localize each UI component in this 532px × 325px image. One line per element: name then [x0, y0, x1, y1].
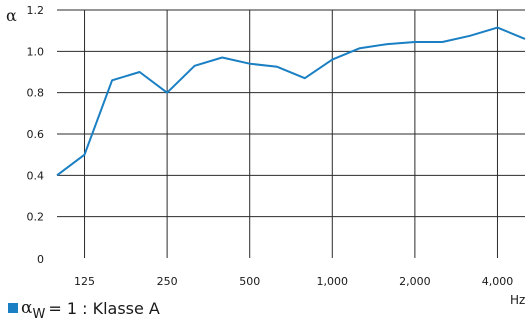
x-axis-ticks: 125 250 500 1,000 2,000 4,000 — [74, 275, 513, 288]
x-tick-label: 125 — [74, 275, 95, 288]
legend-symbol: α — [21, 298, 33, 318]
legend-subscript: W — [32, 306, 46, 322]
y-tick-label: 1.2 — [27, 4, 45, 17]
x-tick-label: 500 — [239, 275, 260, 288]
y-tick-label: 0 — [37, 253, 44, 266]
y-tick-label: 0.4 — [27, 169, 45, 182]
x-tick-label: 2,000 — [399, 275, 431, 288]
y-axis-ticks: 1.2 1.0 0.8 0.6 0.4 0.2 0 — [27, 4, 45, 266]
y-tick-label: 0.6 — [27, 128, 45, 141]
x-tick-label: 1,000 — [317, 275, 349, 288]
legend-label: = 1 : Klasse A — [48, 298, 160, 318]
x-axis-unit: Hz — [510, 293, 525, 307]
grid-lines — [57, 9, 525, 258]
x-tick-label: 250 — [157, 275, 178, 288]
x-tick-label: 4,000 — [482, 275, 514, 288]
series-line — [56, 26, 526, 177]
y-tick-label: 0.2 — [27, 211, 45, 224]
series-layer — [56, 26, 526, 177]
legend: α W = 1 : Klasse A — [8, 296, 160, 322]
y-axis-symbol: α — [6, 6, 17, 25]
y-tick-label: 1.0 — [27, 45, 45, 58]
legend-swatch — [8, 303, 18, 313]
y-tick-label: 0.8 — [27, 87, 45, 100]
